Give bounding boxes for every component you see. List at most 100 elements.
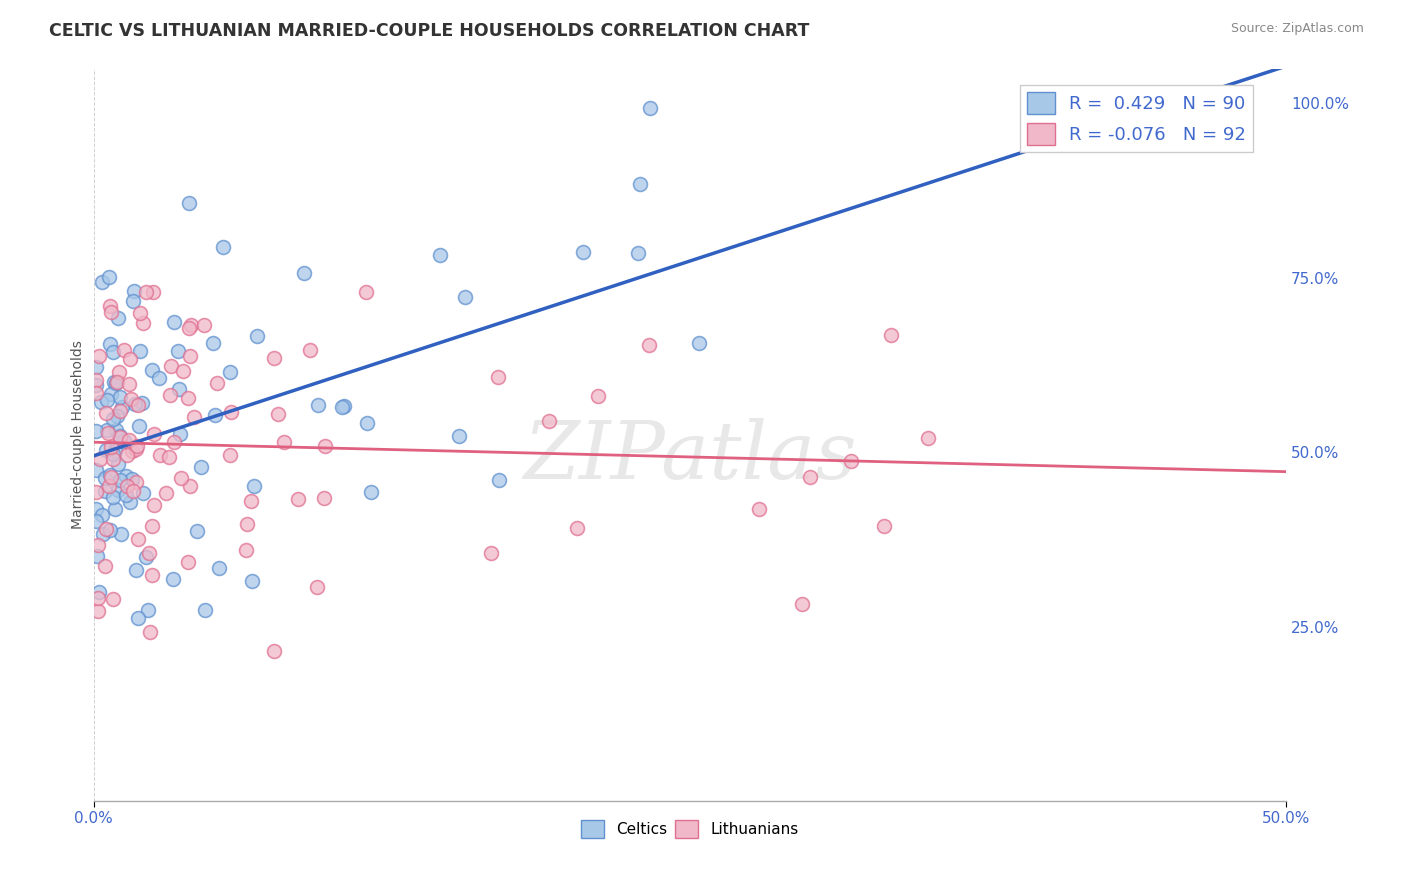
Point: [273, 434, 295, 449]
Point: [193, 318, 215, 332]
Point: [105, 409, 128, 423]
Point: [108, 404, 131, 418]
Point: [120, 351, 142, 366]
Point: [183, 410, 205, 425]
Point: [96, 522, 118, 536]
Point: [488, 473, 510, 487]
Point: [87, 350, 110, 364]
Point: [312, 491, 335, 506]
Point: [588, 389, 610, 403]
Point: [212, 240, 235, 254]
Point: [627, 245, 650, 260]
Point: [142, 285, 165, 299]
Point: [84, 386, 107, 401]
Point: [148, 371, 170, 385]
Point: [179, 349, 201, 363]
Point: [96, 392, 118, 407]
Point: [94, 483, 117, 498]
Point: [107, 457, 129, 471]
Point: [96, 423, 118, 437]
Point: [205, 376, 228, 391]
Point: [98, 299, 121, 313]
Point: [128, 419, 150, 434]
Point: [104, 502, 127, 516]
Point: [108, 365, 131, 379]
Point: [100, 440, 122, 454]
Point: [84, 359, 107, 374]
Point: [155, 486, 177, 500]
Point: [157, 450, 180, 464]
Point: [330, 400, 353, 414]
Point: [97, 425, 120, 440]
Point: [219, 404, 242, 418]
Point: [246, 329, 269, 343]
Point: [163, 315, 186, 329]
Point: [101, 451, 124, 466]
Point: [122, 294, 145, 309]
Point: [101, 491, 124, 505]
Point: [292, 266, 315, 280]
Point: [179, 479, 201, 493]
Point: [87, 538, 110, 552]
Point: [132, 316, 155, 330]
Point: [115, 448, 138, 462]
Point: [127, 532, 149, 546]
Point: [84, 514, 107, 528]
Point: [91, 526, 114, 541]
Point: [90, 395, 112, 409]
Point: [138, 546, 160, 560]
Point: [103, 592, 125, 607]
Point: [486, 370, 509, 384]
Text: CELTIC VS LITHUANIAN MARRIED-COUPLE HOUSEHOLDS CORRELATION CHART: CELTIC VS LITHUANIAN MARRIED-COUPLE HOUS…: [49, 22, 810, 40]
Point: [201, 336, 224, 351]
Point: [121, 472, 143, 486]
Point: [263, 351, 285, 365]
Point: [447, 429, 470, 443]
Point: [565, 521, 588, 535]
Point: [141, 362, 163, 376]
Point: [537, 414, 560, 428]
Point: [194, 603, 217, 617]
Point: [136, 603, 159, 617]
Point: [118, 377, 141, 392]
Point: [94, 406, 117, 420]
Point: [790, 597, 813, 611]
Point: [429, 248, 451, 262]
Point: [103, 375, 125, 389]
Point: [135, 285, 157, 299]
Point: [454, 290, 477, 304]
Point: [86, 549, 108, 564]
Point: [125, 563, 148, 577]
Point: [240, 574, 263, 588]
Point: [84, 502, 107, 516]
Point: [86, 463, 108, 477]
Point: [638, 101, 661, 115]
Point: [141, 518, 163, 533]
Point: [142, 498, 165, 512]
Point: [114, 487, 136, 501]
Point: [121, 483, 143, 498]
Text: Source: ZipAtlas.com: Source: ZipAtlas.com: [1230, 22, 1364, 36]
Point: [115, 479, 138, 493]
Point: [84, 424, 107, 438]
Point: [100, 386, 122, 401]
Point: [87, 584, 110, 599]
Point: [125, 442, 148, 456]
Point: [481, 546, 503, 560]
Point: [94, 442, 117, 457]
Point: [141, 568, 163, 582]
Point: [90, 275, 112, 289]
Point: [360, 485, 382, 500]
Point: [120, 392, 142, 407]
Point: [142, 426, 165, 441]
Point: [105, 423, 128, 437]
Point: [149, 448, 172, 462]
Point: [218, 448, 240, 462]
Point: [94, 471, 117, 485]
Point: [873, 518, 896, 533]
Point: [104, 376, 127, 391]
Point: [179, 320, 201, 334]
Point: [91, 508, 114, 523]
Point: [101, 447, 124, 461]
Point: [131, 395, 153, 409]
